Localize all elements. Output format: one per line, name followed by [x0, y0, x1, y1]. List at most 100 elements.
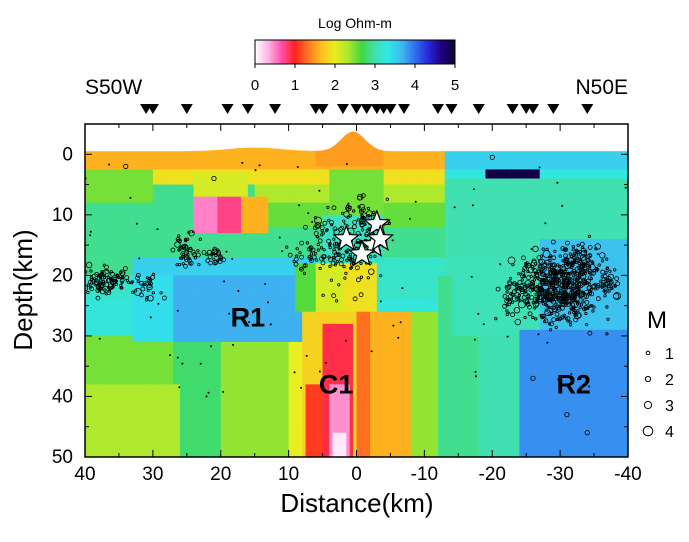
resistivity-cell	[129, 127, 133, 131]
resistivity-cell	[95, 326, 100, 331]
resistivity-cell	[105, 229, 110, 234]
resistivity-cell	[95, 429, 100, 434]
resistivity-cell	[95, 181, 100, 186]
resistivity-cell	[95, 160, 100, 164]
resistivity-cell	[98, 199, 103, 204]
resistivity-cell	[163, 127, 167, 131]
resistivity-cell	[88, 242, 93, 246]
resistivity-cell	[101, 447, 106, 452]
resistivity-cell	[85, 384, 89, 388]
resistivity-cell	[156, 131, 161, 134]
resistivity-cell	[95, 396, 100, 401]
resistivity-cell	[105, 390, 110, 395]
resistivity-cell	[88, 220, 93, 225]
resistivity-cell	[91, 178, 96, 183]
resistivity-cell	[108, 178, 113, 183]
resistivity-cell	[105, 178, 110, 183]
resistivity-cell	[101, 284, 106, 289]
resistivity-cell	[210, 139, 215, 143]
resistivity-cell	[105, 226, 110, 231]
resistivity-cell	[88, 366, 93, 370]
resistivity-cell	[98, 453, 103, 457]
resistivity-cell	[105, 302, 110, 307]
resistivity-cell	[91, 332, 96, 337]
resistivity-cell	[101, 193, 106, 198]
resistivity-cell	[105, 272, 110, 276]
resistivity-cell	[112, 272, 117, 276]
resistivity-cell	[85, 154, 89, 158]
resistivity-cell	[95, 311, 100, 316]
resistivity-cell	[163, 131, 168, 134]
resistivity-cell	[101, 154, 106, 158]
resistivity-cell	[125, 136, 130, 140]
resistivity-cell	[88, 293, 93, 298]
resistivity-cell	[98, 254, 103, 258]
resistivity-cell	[85, 435, 89, 440]
resistivity-cell	[105, 220, 110, 225]
resistivity-cell	[88, 311, 93, 316]
resistivity-cell	[237, 136, 242, 140]
resistivity-cell	[101, 214, 106, 219]
resistivity-cell	[95, 172, 100, 177]
resistivity-cell	[88, 393, 93, 398]
resistivity-cell	[88, 290, 93, 295]
resistivity-cell	[196, 131, 201, 134]
resistivity-cell	[108, 341, 113, 346]
resistivity-cell	[91, 223, 96, 228]
resistivity-cell	[101, 317, 106, 322]
resistivity-cell	[194, 127, 198, 131]
resistivity-cell	[169, 139, 174, 143]
resistivity-cell	[85, 299, 89, 304]
resistivity-cell	[109, 127, 113, 131]
resistivity-cell	[180, 136, 185, 140]
resistivity-cell	[92, 127, 96, 131]
resistivity-cell	[142, 136, 147, 140]
resistivity-cell	[95, 226, 100, 231]
resistivity-cell	[88, 351, 93, 355]
resistivity-cell	[108, 136, 113, 140]
resistivity-cell	[85, 348, 89, 352]
resistivity-cell	[85, 308, 89, 313]
resistivity-cell	[112, 142, 117, 146]
resistivity-cell	[95, 414, 100, 419]
resistivity-cell	[91, 438, 96, 443]
resistivity-cell	[98, 248, 103, 252]
resistivity-cell	[105, 266, 110, 270]
resistivity-cell	[108, 133, 113, 137]
resistivity-cell	[112, 223, 117, 228]
resistivity-cell	[112, 211, 117, 216]
resistivity-cell	[98, 223, 103, 228]
resistivity-cell	[105, 396, 110, 401]
resistivity-cell	[132, 142, 137, 146]
resistivity-cell	[213, 131, 218, 134]
resistivity-cell	[108, 387, 113, 391]
resistivity-cell	[101, 157, 106, 161]
resistivity-cell	[85, 338, 89, 343]
resistivity-cell	[163, 136, 168, 140]
resistivity-cell	[88, 344, 93, 349]
resistivity-cell	[112, 145, 117, 149]
resistivity-cell	[98, 408, 103, 413]
resistivity-cell	[139, 133, 144, 137]
resistivity-cell	[98, 242, 103, 246]
resistivity-cell	[112, 320, 117, 325]
resistivity-cell	[85, 390, 89, 395]
resistivity-cell	[112, 251, 117, 255]
resistivity-cell	[108, 223, 113, 228]
resistivity-cell	[88, 151, 93, 155]
resistivity-cell	[105, 139, 110, 143]
resistivity-cell	[98, 348, 103, 352]
resistivity-cell	[108, 245, 113, 249]
resistivity-cell	[186, 136, 191, 140]
resistivity-cell	[88, 208, 93, 213]
resistivity-cell	[105, 378, 110, 382]
resistivity-cell	[95, 390, 100, 395]
resistivity-cell	[108, 311, 113, 316]
resistivity-cell	[101, 314, 106, 319]
resistivity-cell	[105, 196, 110, 201]
resistivity-cell	[91, 181, 96, 186]
resistivity-cell	[108, 323, 113, 328]
resistivity-cell	[237, 131, 242, 134]
resistivity-cell	[98, 351, 103, 355]
resistivity-cell	[98, 293, 103, 298]
